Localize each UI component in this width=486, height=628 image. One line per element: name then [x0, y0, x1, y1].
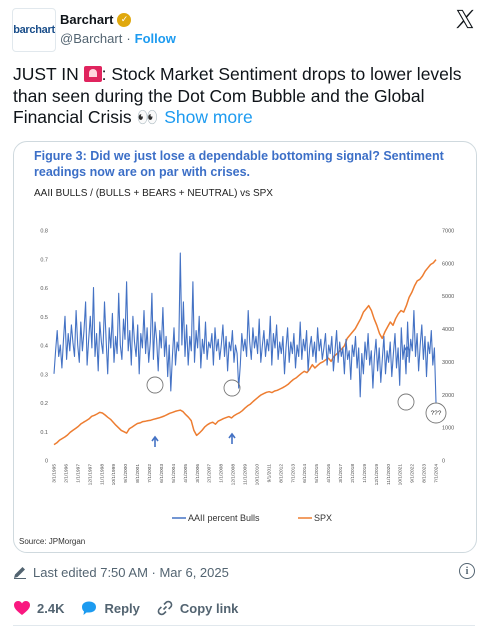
x-tick-label: 11/1/2020	[386, 464, 392, 485]
copy-link-button[interactable]: Copy link	[156, 600, 239, 616]
x-tick-label: 7/1/2002	[147, 464, 153, 483]
x-tick-label: 2/1/1996	[63, 464, 69, 483]
x-tick-label: 2/1/2018	[350, 464, 356, 483]
author-row: Barchart ✓	[60, 12, 132, 27]
tweet-prefix: JUST IN	[13, 64, 79, 84]
edited-timestamp[interactable]: Last edited 7:50 AM · Mar 6, 2025	[33, 564, 229, 580]
eyes-emoji-icon: 👀	[136, 107, 160, 127]
like-button[interactable]: 2.4K	[13, 600, 64, 616]
x-tick-label: 3/1/2006	[195, 464, 201, 483]
reply-button[interactable]: Reply	[80, 600, 140, 616]
x-tick-label: 7/1/2024	[434, 464, 440, 483]
media-card[interactable]: Figure 3: Did we just lose a dependable …	[13, 141, 477, 553]
copy-link-label: Copy link	[179, 600, 239, 616]
sentiment-chart: 0 0.1 0.2 0.3 0.4 0.5 0.6 0.7 0.8 0 1000 2000 3000 40…	[40, 229, 454, 524]
y-right-tick-label: 5000	[442, 294, 454, 300]
x-tick-label: 7/1/2013	[290, 464, 296, 483]
x-tick-label: 2/1/2007	[207, 464, 213, 483]
x-tick-label: 6/1/2003	[159, 464, 165, 483]
x-tick-label: 1/1/2008	[219, 464, 225, 483]
x-tick-label: 9/1/2000	[123, 464, 129, 483]
x-tick-label: 10/1/2021	[398, 464, 404, 486]
y-left-tick-label: 0.8	[40, 229, 48, 235]
y-right-tick-label: 7000	[442, 229, 454, 235]
x-tick-label: 6/1/2014	[302, 464, 308, 483]
x-tick-label: 8/1/2001	[135, 464, 141, 483]
info-icon[interactable]: i	[459, 563, 475, 579]
x-tick-label: 1/1/2019	[362, 464, 368, 483]
x-tick-label: 8/1/2012	[278, 464, 284, 483]
y-left-tick-label: 0.6	[40, 286, 48, 292]
show-more-link[interactable]: Show more	[164, 107, 253, 127]
y-left-tick-label: 0.3	[40, 372, 48, 378]
y-left-tick-label: 0.5	[40, 315, 48, 321]
x-tick-label: 10/1/1999	[111, 464, 117, 486]
y-right-tick-label: 2000	[442, 393, 454, 399]
siren-emoji-icon	[83, 66, 102, 82]
link-icon	[157, 600, 173, 616]
up-arrow-icon	[151, 435, 159, 447]
y-right-tick-label: 0	[442, 459, 445, 465]
x-tick-label: 3/1/1995	[52, 464, 58, 483]
verified-badge-icon: ✓	[117, 12, 132, 27]
x-tick-label: 8/1/2023	[422, 464, 428, 483]
reply-bubble-icon	[82, 601, 97, 615]
series-line-spx	[53, 259, 437, 446]
figure-source: Source: JPMorgan	[19, 537, 86, 546]
bottom-marker-circle	[146, 376, 164, 394]
like-count: 2.4K	[37, 600, 65, 616]
bottom-divider	[13, 625, 475, 626]
x-tick-label: 12/1/2019	[374, 464, 380, 486]
x-logo-icon[interactable]	[454, 8, 476, 30]
follow-button[interactable]: Follow	[134, 31, 176, 46]
y-left-tick-label: 0.2	[40, 401, 48, 407]
x-tick-label: 5/1/2015	[314, 464, 320, 483]
heart-icon	[14, 601, 30, 615]
x-tick-label: 5/1/2004	[171, 464, 177, 483]
y-left-tick-label: 0	[45, 459, 48, 465]
y-left-tick-label: 0.1	[40, 430, 48, 436]
y-right-tick-label: 4000	[442, 327, 454, 333]
y-right-tick-label: 3000	[442, 360, 454, 366]
reply-label: Reply	[104, 600, 140, 616]
x-tick-label: 12/1/2008	[231, 464, 237, 486]
x-tick-label: 11/1/2009	[243, 464, 249, 485]
question-marker-circle	[425, 402, 447, 424]
bottom-marker-circle	[397, 393, 415, 411]
bottom-marker-circle	[223, 379, 241, 397]
author-handle[interactable]: @Barchart	[60, 31, 123, 46]
x-tick-label: 12/1/1997	[87, 464, 93, 486]
series-line-aaii-bulls	[53, 252, 437, 403]
x-tick-label: 9/1/2022	[410, 464, 416, 483]
edit-info: Last edited 7:50 AM · Mar 6, 2025 i	[13, 563, 475, 581]
avatar-text: barchart	[13, 24, 55, 36]
x-tick-label: 3/1/2017	[338, 464, 344, 483]
y-left-tick-label: 0.4	[40, 344, 48, 350]
y-left-tick-label: 0.7	[40, 257, 48, 263]
x-tick-label: 9/1/2011	[266, 464, 272, 483]
tweet-header: barchart Barchart ✓ @Barchart · Follow	[0, 0, 486, 56]
up-arrow-icon	[228, 432, 236, 444]
x-tick-label: 4/1/2005	[183, 464, 189, 483]
x-tick-label: 4/1/2016	[326, 464, 332, 483]
y-right-tick-label: 1000	[442, 426, 454, 432]
x-tick-label: 1/1/1997	[75, 464, 81, 483]
handle-row: @Barchart · Follow	[60, 31, 176, 46]
x-tick-label: 11/1/1998	[99, 464, 105, 485]
question-annotation: ???	[431, 410, 442, 417]
tweet-text: JUST IN : Stock Market Sentiment drops t…	[13, 64, 475, 129]
y-right-tick-label: 6000	[442, 261, 454, 267]
figure-subtitle: AAII BULLS / (BULLS + BEARS + NEUTRAL) v…	[34, 188, 273, 199]
avatar[interactable]: barchart	[12, 8, 56, 52]
separator-dot: ·	[126, 31, 131, 46]
author-name[interactable]: Barchart	[60, 12, 114, 27]
tweet-body: : Stock Market Sentiment drops to lower …	[13, 64, 462, 127]
legend-label-aaii: AAII percent Bulls	[188, 513, 260, 523]
up-arrow-icon	[403, 345, 411, 357]
action-bar: 2.4K Reply Copy link	[13, 597, 475, 619]
figure-title: Figure 3: Did we just lose a dependable …	[34, 149, 444, 179]
legend-label-spx: SPX	[314, 513, 332, 523]
x-tick-label: 10/1/2010	[254, 464, 260, 486]
pencil-icon	[14, 567, 26, 579]
